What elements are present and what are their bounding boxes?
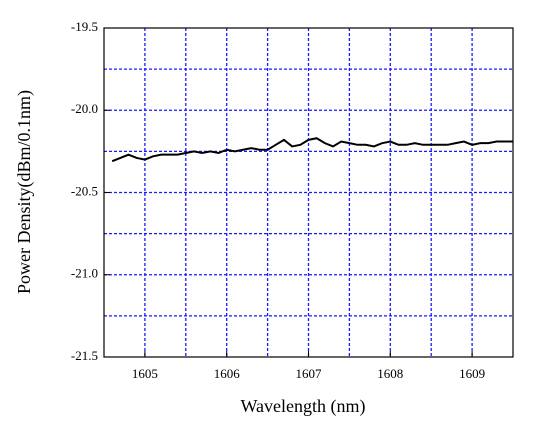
y-tick-label: -21.5 <box>71 348 98 363</box>
y-tick-label: -20.5 <box>71 183 98 198</box>
y-axis-label: Power Density(dBm/0.1nm) <box>14 90 35 294</box>
x-tick-label: 1606 <box>214 366 241 381</box>
x-tick-label: 1607 <box>296 366 323 381</box>
x-axis-label: Wavelength (nm) <box>240 396 365 417</box>
y-tick-label: -21.0 <box>71 266 98 281</box>
data-line <box>111 137 513 163</box>
y-tick-label: -19.5 <box>71 19 98 34</box>
x-tick-label: 1605 <box>132 366 158 381</box>
y-tick-label: -20.0 <box>71 101 98 116</box>
x-tick-label: 1608 <box>377 366 403 381</box>
x-tick-label: 1609 <box>459 366 485 381</box>
